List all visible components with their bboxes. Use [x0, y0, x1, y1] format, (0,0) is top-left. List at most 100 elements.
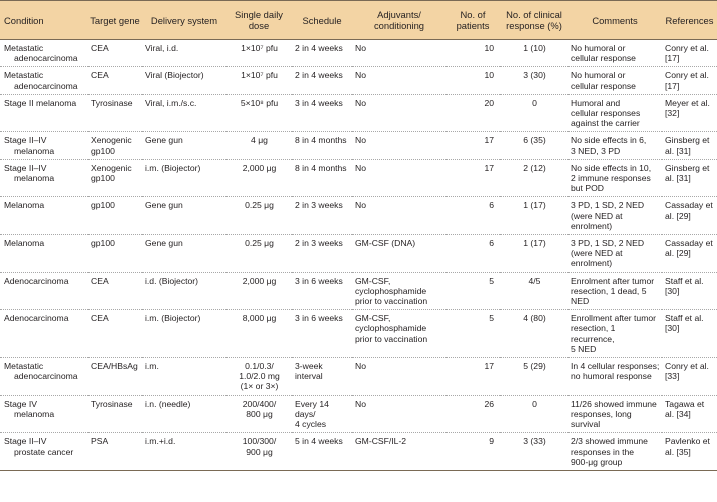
cell-line: 2,000 μg: [242, 162, 277, 173]
cell-line: i.m.+i.d.: [145, 436, 176, 447]
cell-line: i.d. (Biojector): [145, 275, 199, 286]
cell-line: 2,000 μg: [242, 275, 277, 286]
cell-line: 800 μg: [246, 408, 273, 419]
cell-line: no humoral response: [571, 371, 652, 382]
cell-text: Conry et al. [17]: [665, 70, 709, 91]
cell-schedule: 2 in 3 weeks: [292, 234, 352, 273]
cell-line: Tyrosinase: [91, 398, 133, 409]
cell-text: Meyer et al. [32]: [665, 97, 710, 119]
cell-no-of-patients: 6: [446, 196, 500, 236]
cell-single-daily-dose: 2,000 μg: [226, 159, 292, 198]
cell-text: Staff et al. [30]: [665, 313, 704, 334]
cell-line: cellular response: [571, 53, 636, 64]
cell-condition: Metastatic adenocarcinoma: [0, 39, 88, 68]
cell-line: adenocarcinoma: [14, 53, 78, 64]
table-row: Stage II–IV melanoma Xenogenic gp100 Gene gu…: [0, 131, 717, 160]
cell-text: Ginsberg et al. [31]: [665, 135, 710, 156]
cell-text: Cassaday et al. [29]: [665, 238, 713, 259]
cell-line: 3 in 6 weeks: [295, 275, 343, 286]
cell-no-of-patients: 9: [446, 432, 500, 471]
cell-delivery-system: Gene gun: [142, 196, 226, 236]
cell-condition: Metastatic adenocarcinoma: [0, 357, 88, 396]
cell-no-of-patients: 5: [446, 309, 500, 359]
cell-line: responses, long survival: [571, 408, 632, 430]
cell-line: GM-CSF (DNA): [355, 238, 416, 249]
cell-line: Stage II melanoma: [4, 97, 77, 108]
cell-schedule: 3-week interval: [292, 357, 352, 396]
cell-line: prior to vaccination: [355, 333, 428, 344]
cell-line: 3 PD, 1 SD, 2 NED: [571, 200, 645, 211]
cell-references: Tagawa et al. [34]: [662, 395, 717, 434]
cell-delivery-system: i.m.: [142, 357, 226, 396]
cell-line: (were NED at enrolment): [571, 248, 623, 269]
cell-target-gene: CEA: [88, 309, 142, 359]
cell-line: No side effects in 6,: [571, 135, 647, 146]
cell-line: 1×10⁷ pfu: [241, 43, 278, 53]
cell-line: gp100: [91, 173, 115, 184]
cell-text: 10: [484, 43, 494, 53]
cell-line: 8 in 4 months: [295, 162, 347, 173]
cell-line: 2 in 4 weeks: [295, 43, 343, 53]
cell-no-of-patients: 17: [446, 131, 500, 160]
cell-schedule: 8 in 4 months: [292, 131, 352, 160]
cell-line: interval: [295, 371, 323, 382]
cell-target-gene: gp100: [88, 196, 142, 236]
cell-schedule: 5 in 4 weeks: [292, 432, 352, 471]
cell-condition: Adenocarcinoma: [0, 272, 88, 311]
cell-line: 8,000 μg: [242, 313, 277, 324]
cell-schedule: 2 in 3 weeks: [292, 196, 352, 236]
cell-schedule: 8 in 4 months: [292, 159, 352, 198]
cell-clinical-response: 0: [500, 94, 568, 133]
header-schedule: Schedule: [292, 0, 352, 40]
cell-single-daily-dose: 0.25 μg: [226, 196, 292, 236]
cell-line: 4 μg: [251, 135, 268, 146]
cell-comments: Enrollment after tumor resection, 1 recur…: [568, 309, 662, 359]
cell-references: Conry et al. [17]: [662, 66, 717, 95]
cell-line: Enrollment after tumor: [571, 313, 657, 324]
cell-target-gene: CEA: [88, 66, 142, 95]
cell-line: 900-μg group: [571, 456, 623, 467]
cell-adjuvants: No: [352, 94, 446, 133]
header-no-of-patients: No. of patients: [446, 0, 500, 40]
cell-line: Stage II–IV: [4, 135, 47, 146]
cell-line: (1× or 3×): [240, 381, 279, 392]
cell-line: (were NED at enrolment): [571, 210, 623, 231]
cell-line: In 4 cellular responses;: [571, 361, 660, 372]
cell-references: Cassaday et al. [29]: [662, 234, 717, 273]
cell-condition: Melanoma: [0, 234, 88, 273]
cell-no-of-patients: 20: [446, 94, 500, 133]
table-row: Melanoma gp100 Gene gun 0.25 μg 2 in 3 weeks…: [0, 196, 717, 236]
cell-line: cyclophosphamide: [355, 323, 427, 334]
cell-text: 17: [484, 135, 494, 146]
cell-line: Metastatic: [4, 361, 44, 372]
cell-target-gene: Tyrosinase: [88, 395, 142, 434]
cell-delivery-system: Viral, i.d.: [142, 39, 226, 68]
cell-line: 1.0/2.0 mg: [239, 371, 280, 382]
header-single-daily-dose: Single daily dose: [226, 0, 292, 40]
cell-delivery-system: i.n. (needle): [142, 395, 226, 434]
cell-text: 0: [532, 97, 537, 108]
cell-line: melanoma: [14, 145, 55, 156]
cell-single-daily-dose: 1×10⁷ pfu: [226, 39, 292, 68]
cell-schedule: 3 in 6 weeks: [292, 272, 352, 311]
header-delivery-system: Delivery system: [142, 0, 226, 40]
cell-line: Gene gun: [145, 238, 183, 249]
cell-target-gene: Tyrosinase: [88, 94, 142, 133]
cell-single-daily-dose: 2,000 μg: [226, 272, 292, 311]
cell-comments: No side effects in 6, 3 NED, 3 PD: [568, 131, 662, 160]
cell-line: Adenocarcinoma: [4, 275, 69, 286]
cell-target-gene: Xenogenic gp100: [88, 159, 142, 198]
cell-target-gene: PSA: [88, 432, 142, 471]
cell-line: CEA: [91, 70, 109, 81]
cell-references: Pavlenko et al. [35]: [662, 432, 717, 471]
cell-text: 17: [484, 361, 494, 372]
header-target-gene: Target gene: [88, 0, 142, 40]
cell-condition: Stage II–IV melanoma: [0, 131, 88, 160]
cell-line: i.m.: [145, 361, 159, 372]
header-condition: Condition: [0, 0, 88, 40]
cell-line: 200/400/: [242, 398, 277, 409]
cell-line: No: [355, 162, 366, 173]
cell-line: 2 immune responses: [571, 173, 651, 184]
cell-line: 0.25 μg: [245, 238, 274, 249]
